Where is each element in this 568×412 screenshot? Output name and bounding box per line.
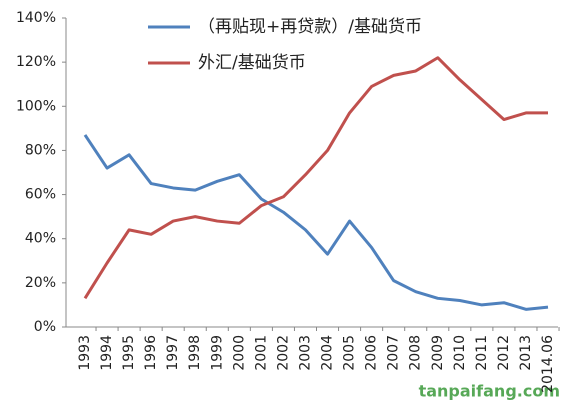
y-tick-label: 20% <box>25 275 56 291</box>
x-tick-label: 2014.06 <box>540 335 556 393</box>
y-tick-label: 100% <box>16 98 56 114</box>
x-tick-label: 1998 <box>187 335 203 371</box>
y-tick-label: 80% <box>25 142 56 158</box>
watermark: tanpaifang.com <box>419 382 560 401</box>
legend-label: （再贴现+再贷款）/基础货币 <box>198 17 422 37</box>
x-tick-label: 1993 <box>77 335 93 371</box>
x-tick-label: 1997 <box>165 335 181 371</box>
x-tick-label: 2013 <box>518 335 534 371</box>
x-tick-label: 1995 <box>121 335 137 371</box>
x-tick-label: 2011 <box>474 335 490 371</box>
legend-label: 外汇/基础货币 <box>198 53 306 73</box>
y-tick-label: 0% <box>34 319 56 335</box>
x-tick-label: 2003 <box>297 335 313 371</box>
x-tick-label: 2002 <box>275 335 291 371</box>
x-tick-label: 2007 <box>386 335 402 371</box>
series-line <box>83 56 548 300</box>
x-tick-label: 1994 <box>99 335 115 371</box>
x-tick-label: 2005 <box>342 335 358 371</box>
series-line <box>83 134 549 311</box>
x-tick-label: 2009 <box>430 335 446 371</box>
x-tick-label: 1999 <box>209 335 225 371</box>
y-tick-label: 120% <box>16 54 56 70</box>
y-tick-label: 60% <box>25 187 56 203</box>
x-tick-label: 2010 <box>452 335 468 371</box>
x-tick-label: 1996 <box>143 335 159 371</box>
x-tick-label: 2008 <box>408 335 424 371</box>
x-tick-label: 2004 <box>320 335 336 371</box>
y-tick-label: 140% <box>16 10 56 26</box>
x-tick-label: 2012 <box>496 335 512 371</box>
x-tick-label: 2000 <box>231 335 247 371</box>
y-tick-label: 40% <box>25 231 56 247</box>
x-tick-label: 2001 <box>253 335 269 371</box>
x-tick-label: 2006 <box>364 335 380 371</box>
